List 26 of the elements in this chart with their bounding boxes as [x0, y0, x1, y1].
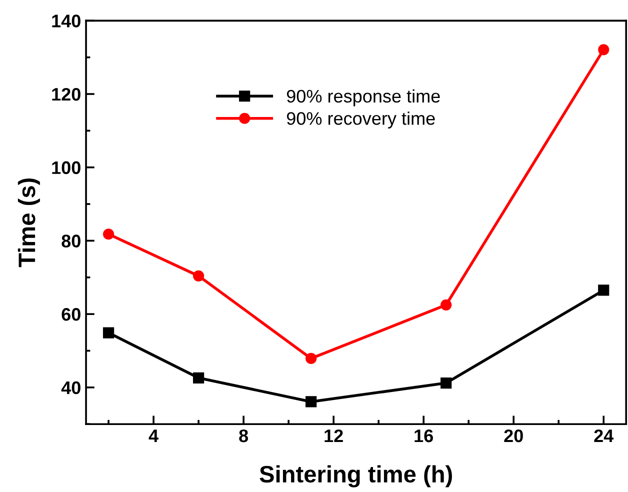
x-axis-title: Sintering time (h): [260, 465, 452, 488]
point: [192, 270, 204, 282]
y-tick-label: 100: [52, 161, 80, 174]
y-tick-label: 60: [62, 308, 80, 321]
point: [306, 352, 317, 364]
point: [102, 327, 114, 338]
point: [440, 377, 452, 389]
point: [440, 299, 452, 310]
point: [102, 228, 114, 240]
point: [192, 372, 204, 384]
x-tick-label: 12: [324, 429, 343, 442]
legend-label: 90% response time: [286, 89, 440, 106]
x-tick-label: 4: [148, 430, 158, 442]
y-axis-title: Time (s): [18, 178, 40, 268]
y-tick-label: 40: [61, 381, 80, 394]
y-tick-label: 140: [52, 14, 80, 28]
x-tick-label: 16: [414, 429, 433, 442]
x-tick-label: 24: [594, 429, 614, 442]
y-tick-label: 120: [52, 88, 80, 101]
point: [598, 44, 610, 56]
x-tick-label: 20: [504, 429, 523, 442]
point: [598, 284, 610, 296]
legend-label: 90% recovery time: [286, 112, 435, 128]
x-tick-label: 8: [239, 429, 248, 442]
y-tick-label: 80: [62, 234, 80, 248]
point: [306, 396, 317, 408]
